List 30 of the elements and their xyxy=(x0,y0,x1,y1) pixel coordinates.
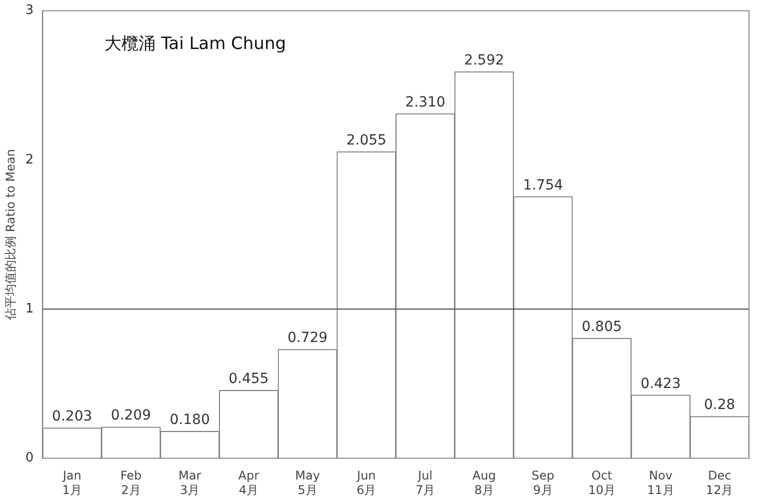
y-axis-title: 佔平均值的比例 Ratio to Mean xyxy=(3,149,18,321)
data-label: 0.180 xyxy=(170,412,210,428)
y-tick-label: 2 xyxy=(25,152,34,168)
x-tick-label: Mar 3月 xyxy=(178,468,202,497)
data-label: 0.729 xyxy=(287,330,328,346)
text: 大欖涌 Tai Lam Chung xyxy=(104,34,286,54)
data-label: 0.28 xyxy=(704,397,736,414)
x-tick-label: Dec 12月 xyxy=(706,468,734,497)
x-tick-label: Oct 10月 xyxy=(588,468,616,497)
data-label: 1.754 xyxy=(522,177,564,194)
data-label: 0.203 xyxy=(52,408,92,425)
y-tick-label: 0 xyxy=(25,450,34,466)
y-tick-label: 3 xyxy=(25,3,34,18)
x-tick-label: Jan 1月 xyxy=(62,468,82,497)
data-label: 2.055 xyxy=(346,132,386,148)
data-label: 2.310 xyxy=(405,94,446,110)
x-tick-label: Nov 11月 xyxy=(647,468,674,497)
y-tick-label: 1 xyxy=(25,301,34,316)
data-label: 0.455 xyxy=(228,370,269,387)
x-tick-label: Feb 2月 xyxy=(120,468,142,497)
data-label: 0.209 xyxy=(110,408,152,424)
x-tick-label: Sep 9月 xyxy=(532,468,554,497)
data-label: 0.423 xyxy=(640,376,681,392)
data-label: 2.592 xyxy=(464,52,504,68)
data-label: 0.805 xyxy=(582,318,622,335)
x-tick-label: Jul 7月 xyxy=(415,468,436,497)
x-tick-label: May 5月 xyxy=(295,468,320,497)
x-tick-label: Jun 6月 xyxy=(356,468,376,497)
x-tick-label: Aug 8月 xyxy=(472,468,496,497)
x-tick-label: Apr 4月 xyxy=(238,468,260,497)
